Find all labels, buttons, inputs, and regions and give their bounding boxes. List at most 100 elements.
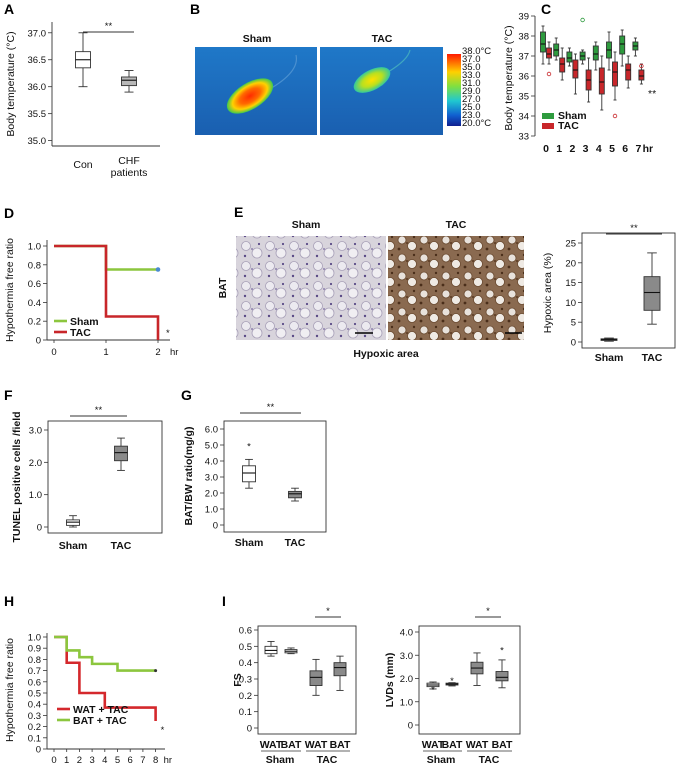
panel-i-sub1-group-label-0: Sham xyxy=(427,754,456,766)
panel-e-histology-sham xyxy=(236,236,386,340)
panel-i-sub1-box-3-box xyxy=(495,671,509,682)
panel-e-img-label-tac: TAC xyxy=(446,219,467,231)
panel-c-tac-box-2-box xyxy=(572,59,579,79)
panel-e-tissue-label: BAT xyxy=(217,277,229,298)
panel-d-line-tac xyxy=(54,244,160,340)
panel-i-sub0-box-3-box xyxy=(333,662,347,677)
panel-d-ytick-label: 0.6 xyxy=(28,279,41,290)
panel-h-xtick-label: 4 xyxy=(102,755,107,766)
panel-c-xunit: hr xyxy=(643,143,654,155)
panel-c-xtick-label: 5 xyxy=(609,143,615,155)
panel-e-ytick-label: 5 xyxy=(571,318,576,329)
panel-f-sig-label: ** xyxy=(95,405,103,416)
panel-i-sub1-xlabel-1: BAT xyxy=(442,739,463,751)
panel-a-xlabel-patients: patients xyxy=(111,167,148,179)
panel-c-ytick-label: 39 xyxy=(518,12,529,23)
panel-b-tail-tac xyxy=(387,49,411,73)
panel-c-tac-box-7-box xyxy=(638,69,645,81)
panel-c-xtick-label: 3 xyxy=(583,143,589,155)
panel-c-ytick-label: 37 xyxy=(518,52,529,63)
panel-h-label: H xyxy=(4,593,14,609)
panel-c-outlier xyxy=(612,113,618,119)
panel-b-colorbar xyxy=(447,54,461,126)
panel-i-sub1-ytick-label: 4.0 xyxy=(400,628,413,639)
panel-a-sig-label: ** xyxy=(105,21,113,32)
panel-i-sub1-group-label-1: TAC xyxy=(479,754,500,766)
panel-c-tac-box-4-box xyxy=(598,67,605,95)
panel-b-colorbar-label: 37.0 xyxy=(462,54,481,65)
panel-e-ytick-label: 10 xyxy=(565,298,576,309)
panel-f-xlabel-tac: TAC xyxy=(111,540,132,552)
panel-c-sig-label: ** xyxy=(648,88,656,100)
panel-c-sham-box-4-box xyxy=(592,45,599,61)
panel-e-ytick-label: 25 xyxy=(565,239,576,250)
panel-g-ylabel: BAT/BW ratio(mg/g) xyxy=(183,427,195,526)
panel-e-ytick-label: 0 xyxy=(571,338,576,349)
panel-h-ytick-label: 0.5 xyxy=(28,689,41,700)
panel-i-sub1-ytick-label: 2.0 xyxy=(400,674,413,685)
panel-e-caption: Hypoxic area xyxy=(353,348,419,360)
panel-h-xtick-label: 3 xyxy=(89,755,94,766)
panel-i-sub1-xlabel-0: WAT xyxy=(422,739,445,751)
panel-c-ytick-label: 33 xyxy=(518,132,529,143)
panel-c-outlier xyxy=(546,71,552,77)
panel-a-ytick-label: 36.0 xyxy=(28,82,47,93)
panel-h-ytick-label: 0 xyxy=(36,745,41,756)
panel-d-ytick-label: 0.8 xyxy=(28,260,41,271)
panel-g-ytick-label: 2.0 xyxy=(205,489,218,500)
panel-d-ytick-label: 1.0 xyxy=(28,242,41,253)
panel-i-sub0-xlabel-3: BAT xyxy=(330,739,351,751)
panel-a-ytick-label: 37.0 xyxy=(28,28,47,39)
panel-d-xunit: hr xyxy=(170,347,178,358)
panel-i-sub0-ytick-label: 0.4 xyxy=(239,658,252,669)
panel-a-xlabel-con: Con xyxy=(73,159,92,171)
panel-d-censor-mark xyxy=(155,267,161,272)
panel-a-ylabel: Body temperature (°C) xyxy=(5,31,17,136)
panel-h-legend-label-1: BAT + TAC xyxy=(73,715,127,727)
panel-d-ytick-label: 0.2 xyxy=(28,317,41,328)
panel-i-sub0-ytick-label: 0.1 xyxy=(239,707,252,718)
panel-c-legend-swatch-tac xyxy=(542,123,554,129)
panel-d-xtick-label: 1 xyxy=(103,347,108,358)
panel-e-plot-frame xyxy=(581,232,676,349)
panel-c-xtick-label: 2 xyxy=(569,143,575,155)
panel-f-ytick-label: 2.0 xyxy=(29,458,42,469)
panel-g-label: G xyxy=(181,387,192,403)
panel-i-sub1-ytick-label: 1.0 xyxy=(400,697,413,708)
panel-e-xlabel-tac: TAC xyxy=(642,352,663,364)
panel-h-censor-mark xyxy=(154,669,158,673)
panel-b-label-tac: TAC xyxy=(372,33,393,45)
panel-g-xlabel-tac: TAC xyxy=(285,537,306,549)
panel-g-sig-label: ** xyxy=(267,402,275,413)
panel-c-ytick-label: 34 xyxy=(518,112,529,123)
panel-c-legend-label-tac: TAC xyxy=(558,120,579,132)
panel-d-ytick-label: 0.4 xyxy=(28,298,41,309)
panel-d-legend-label-sham: Sham xyxy=(70,316,99,328)
panel-c-ylabel: Body temperature (°C) xyxy=(503,25,515,130)
panel-f-label: F xyxy=(4,387,13,403)
panel-c-ytick-label: 38 xyxy=(518,32,529,43)
panel-a-ytick-label: 35.5 xyxy=(28,109,47,120)
panel-b-thermal-tac xyxy=(320,47,443,135)
panel-a-label: A xyxy=(4,1,14,17)
panel-g-ytick-label: 3.0 xyxy=(205,473,218,484)
panel-h-ytick-label: 0.1 xyxy=(28,733,41,744)
panel-g-ytick-label: 0 xyxy=(213,521,218,532)
panel-b-colorbar-label: 31.0 xyxy=(462,78,481,89)
panel-c-tac-box-0-box xyxy=(546,47,552,59)
panel-h-ytick-label: 0.8 xyxy=(28,655,41,666)
panel-h-xtick-label: 8 xyxy=(153,755,158,766)
panel-h-xtick-label: 2 xyxy=(77,755,82,766)
panel-b-mouse-tac xyxy=(353,67,391,93)
panel-e-histology-tac xyxy=(388,236,524,340)
panel-c-xtick-label: 0 xyxy=(543,143,549,155)
panel-c-xtick-label: 1 xyxy=(556,143,562,155)
panel-g-xlabel-sham: Sham xyxy=(235,537,264,549)
panel-i-sub1-ytick-label: 3.0 xyxy=(400,651,413,662)
panel-i-sub0-ytick-label: 0.6 xyxy=(239,626,252,637)
panel-i-sub1-ylabel: LVDs (mm) xyxy=(384,653,396,708)
panel-h-legend-label-0: WAT + TAC xyxy=(73,704,129,716)
panel-h-line-bat-tac xyxy=(54,635,156,672)
panel-b-colorbar-label: 38.0°C xyxy=(462,46,491,57)
